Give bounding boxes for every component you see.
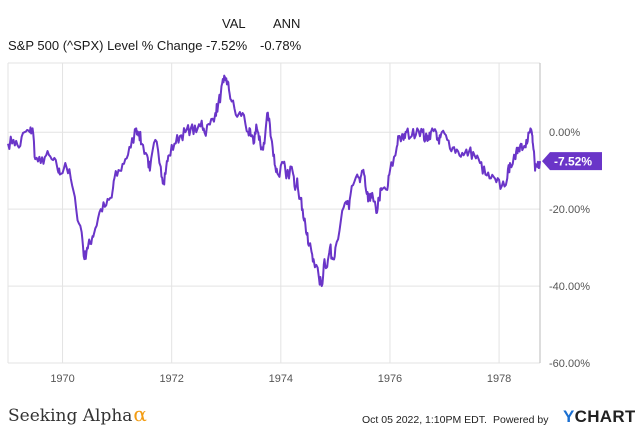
y-tick-label: 0.00% <box>549 127 580 139</box>
brand-text: Seeking Alpha <box>8 406 133 426</box>
header-col-ann: ANN <box>273 16 301 31</box>
grid-lines <box>7 62 540 364</box>
end-label-layer: -7.52% <box>542 152 602 171</box>
y-tick-label: -40.00% <box>549 281 590 293</box>
x-tick-label: 1972 <box>159 373 183 385</box>
header-col-val: VAL <box>222 16 246 31</box>
seeking-alpha-logo: Seeking Alphaα <box>8 402 147 426</box>
series-val: -7.52% <box>206 38 248 53</box>
x-tick-label: 1974 <box>269 373 293 385</box>
line-chart: 0.00% -20.00% -40.00% -60.00% 1970 1972 1974 19… <box>7 62 602 385</box>
timestamp: Oct 05 2022, 1:10PM EDT. <box>362 414 487 426</box>
end-value-tag <box>542 152 602 171</box>
series-line-spx <box>7 74 541 288</box>
x-tick-label: 1978 <box>487 373 511 385</box>
ycharts-logo: YCHARTS <box>563 407 635 427</box>
y-tick-label: -20.00% <box>549 204 590 216</box>
end-value-label: -7.52% <box>554 155 592 169</box>
series-name: S&P 500 (^SPX) Level % Change <box>8 38 203 53</box>
ycharts-word: CHARTS <box>574 407 635 426</box>
x-tick-label: 1976 <box>378 373 402 385</box>
axes: 0.00% -20.00% -40.00% -60.00% 1970 1972 1974 19… <box>50 63 590 385</box>
x-tick-label: 1970 <box>50 373 74 385</box>
series-ann: -0.78% <box>260 38 302 53</box>
alpha-icon: α <box>133 402 147 426</box>
powered-by: Powered by <box>493 414 549 426</box>
y-tick-label: -60.00% <box>549 358 590 370</box>
ycharts-y-letter: Y <box>563 407 575 426</box>
series-layer <box>7 74 541 288</box>
